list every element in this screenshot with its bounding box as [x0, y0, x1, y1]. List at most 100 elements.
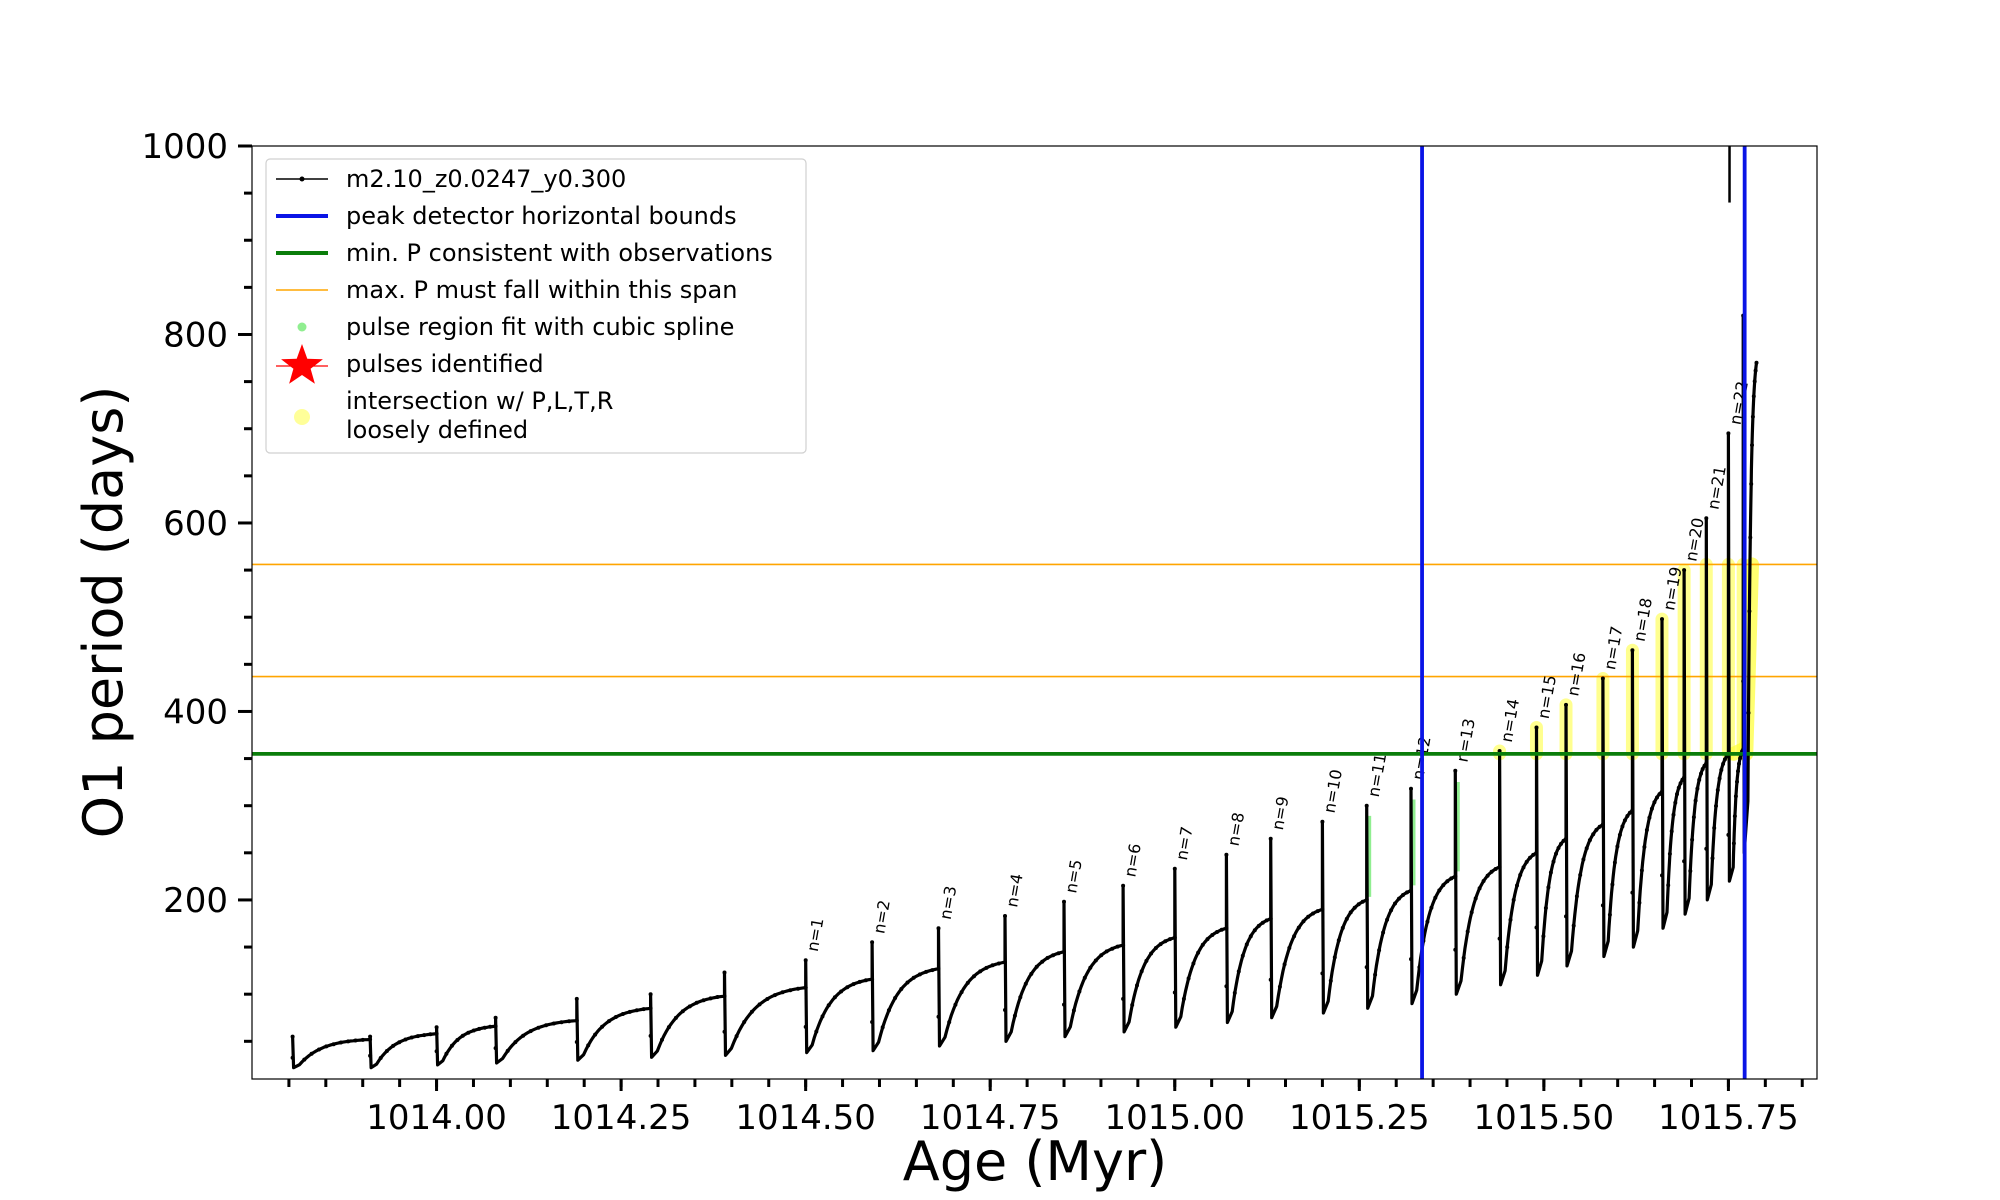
series-point [290, 1055, 295, 1060]
series-point [493, 1046, 498, 1051]
series-point [1252, 928, 1257, 933]
series-point [302, 1057, 307, 1062]
series-point [1012, 1013, 1017, 1018]
series-point [1181, 996, 1186, 1001]
series-point [886, 1008, 891, 1013]
series-point [708, 996, 713, 1001]
series-point [1441, 883, 1446, 888]
series-point [1121, 883, 1126, 888]
series-point [680, 1009, 685, 1014]
series-point [1110, 946, 1115, 951]
series-point [574, 1018, 579, 1023]
series-point [1224, 984, 1229, 989]
series-point [1277, 984, 1282, 989]
series-point [1437, 888, 1442, 893]
series-point [1571, 923, 1576, 928]
series-point [1397, 896, 1401, 901]
series-point [1515, 883, 1519, 888]
series-point [434, 1031, 439, 1036]
series-point [1752, 379, 1757, 384]
series-point [1732, 814, 1737, 819]
series-point [1630, 648, 1635, 653]
series-point [863, 978, 868, 983]
x-axis-title: Age (Myr) [903, 1130, 1168, 1193]
legend-label: pulses identified [346, 350, 544, 378]
series-point [694, 1000, 699, 1005]
series-point [1750, 414, 1755, 419]
series-point [1003, 960, 1007, 965]
series-point [722, 970, 727, 975]
series-point [1637, 900, 1642, 905]
series-point [1505, 945, 1510, 950]
series-point [1348, 910, 1353, 915]
series-point [851, 982, 856, 987]
pulse-label: n=10 [1320, 768, 1346, 815]
series-point [1236, 969, 1241, 974]
series-point [1667, 851, 1672, 856]
series-point [1600, 822, 1605, 827]
series-point [780, 990, 785, 995]
series-point [936, 926, 941, 931]
series-point [1697, 777, 1702, 782]
series-point [1597, 824, 1602, 829]
series-point [1003, 914, 1007, 918]
series-point [936, 1014, 941, 1019]
series-point [1591, 832, 1596, 837]
series-point [1093, 958, 1098, 963]
series-point [1534, 850, 1539, 855]
series-point [1695, 786, 1700, 791]
series-point [1750, 443, 1754, 448]
series-point [1691, 815, 1696, 820]
series-point [1104, 949, 1109, 954]
series-point [1726, 832, 1731, 837]
series-point [1688, 869, 1693, 873]
series-point [1642, 845, 1647, 849]
series-point [1244, 942, 1249, 947]
series-point [536, 1025, 541, 1030]
series-point [1704, 761, 1709, 766]
series-point [1620, 824, 1625, 829]
series-point [1682, 859, 1687, 864]
series-point [845, 985, 850, 990]
series-point [1465, 929, 1470, 934]
legend-entry: pulse region fit with cubic spline [297, 313, 734, 341]
series-point [1747, 609, 1752, 614]
series-point [1062, 1002, 1066, 1007]
series-point [493, 1024, 498, 1029]
series-point [1644, 828, 1649, 832]
series-point [521, 1033, 526, 1038]
series-point [1077, 989, 1082, 994]
series-point [765, 997, 770, 1001]
series-point [1673, 800, 1678, 805]
series-point [574, 1040, 579, 1044]
series-point [528, 1029, 533, 1034]
legend-entry: pulses identified [276, 344, 544, 384]
series-point [1508, 917, 1513, 922]
pulse-label: n=22 [1726, 380, 1752, 427]
x-tick-label: 1015.75 [1658, 1098, 1799, 1138]
series-point [1224, 852, 1229, 857]
series-point [360, 1037, 365, 1042]
series-point [324, 1044, 329, 1049]
series-point [1040, 959, 1045, 964]
series-point [428, 1032, 433, 1037]
series-point [959, 990, 964, 995]
series-point [832, 995, 837, 1000]
series-point [477, 1026, 482, 1031]
series-point [757, 1002, 762, 1007]
series-point [1548, 870, 1553, 875]
series-point [1172, 935, 1177, 940]
series-point [870, 977, 875, 982]
series-point [1163, 939, 1168, 944]
series-point [1409, 786, 1413, 791]
series-point [1737, 761, 1741, 766]
series-point [559, 1020, 564, 1025]
pulse-label: n=3 [936, 884, 961, 921]
series-point [953, 1002, 958, 1007]
x-tick-label: 1015.25 [1289, 1098, 1430, 1138]
y-tick-label: 800 [163, 315, 228, 355]
series-point [1564, 914, 1568, 919]
series-point [1528, 855, 1532, 860]
series-point [1210, 933, 1215, 937]
series-point [1219, 927, 1224, 932]
